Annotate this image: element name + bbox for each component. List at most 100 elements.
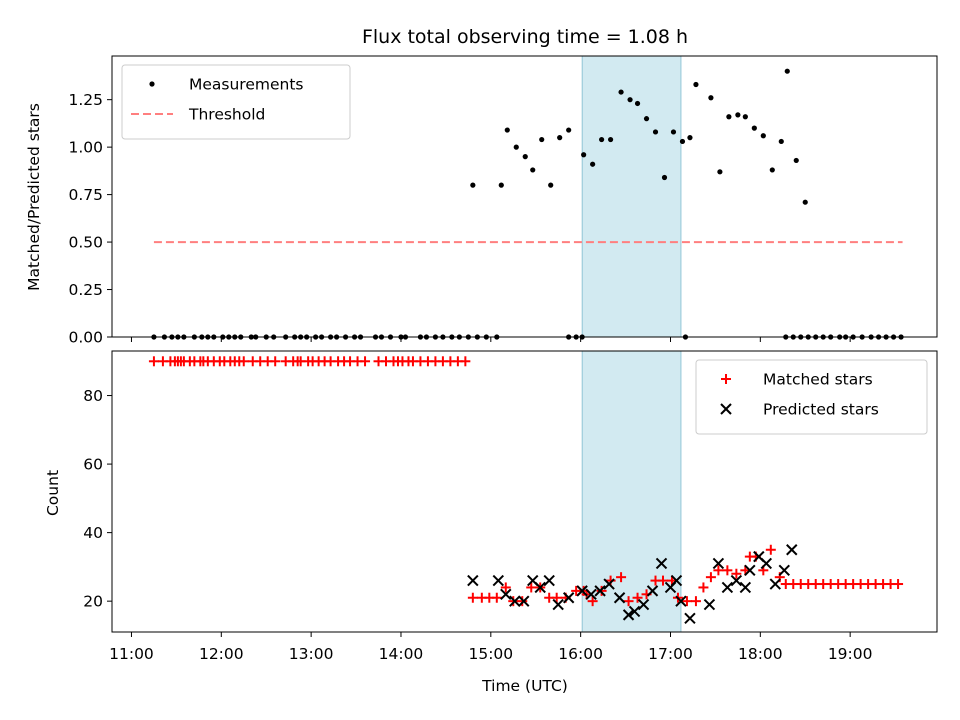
measurement-point [530, 167, 536, 173]
predicted-star-point [509, 595, 521, 607]
bottom-y-axis-label: Count [44, 470, 62, 516]
matched-star-point [623, 596, 634, 607]
measurement-point [557, 135, 563, 141]
x-b [675, 595, 687, 607]
matched-star-point [491, 592, 502, 603]
predicted-star-point [543, 574, 555, 587]
predicted-star-point [769, 578, 782, 590]
x-tick-label: 11:00 [109, 645, 154, 663]
x-tick-label: 18:00 [738, 645, 783, 663]
x-b [562, 592, 575, 604]
measurement-point [548, 182, 554, 188]
matched-star-point [551, 592, 562, 603]
predicted-star-point [778, 564, 790, 577]
axes-frame [111, 55, 938, 338]
x-b [703, 598, 716, 611]
x-b [739, 581, 752, 594]
predicted-star-point [552, 598, 564, 611]
matched-star-point [616, 572, 627, 583]
measurement-point [539, 136, 545, 143]
y-tick-label: 0.75 [68, 186, 103, 204]
matched-star-point [508, 596, 519, 607]
matched-star-point [690, 596, 701, 607]
measurement-point [708, 95, 714, 101]
predicted-star-point [675, 595, 687, 607]
predicted-star-point [594, 585, 606, 597]
x-b [500, 588, 512, 601]
x-b [594, 585, 606, 597]
x-b [534, 581, 546, 594]
measurement-point [522, 154, 528, 160]
predicted-star-point [744, 564, 756, 577]
x-b [613, 592, 626, 604]
predicted-star-point [670, 574, 683, 587]
legend: Measurements Threshold [121, 64, 351, 140]
x-b [744, 564, 756, 577]
predicted-star-point [576, 585, 588, 597]
predicted-star-point [760, 557, 773, 570]
measurement-point [742, 114, 748, 120]
predicted-star-point [684, 612, 696, 624]
measurement-point [634, 100, 641, 107]
measurement-point [735, 112, 741, 118]
legend-x-b [720, 403, 732, 415]
predicted-star-point [730, 574, 743, 587]
x-b [603, 578, 615, 590]
measurement-point [717, 169, 723, 175]
legend-dot-swatch [149, 81, 155, 87]
matched-star-point [467, 592, 478, 603]
predicted-star-point [703, 598, 716, 611]
measurement-point [778, 138, 784, 145]
matched-star-point [587, 596, 598, 607]
y-tick-label: 1.00 [68, 139, 103, 157]
measurement-point [661, 174, 668, 181]
x-b [760, 557, 773, 570]
x-tick-label: 15:00 [468, 645, 513, 663]
y-tick-label: 80 [83, 387, 103, 405]
predicted-star-point [534, 581, 546, 594]
matched-star-point [705, 572, 716, 583]
legend-label: Threshold [188, 106, 265, 124]
matched-star-point [270, 356, 281, 367]
matched-star-point [657, 575, 668, 586]
x-b [721, 581, 734, 594]
measurement-point [470, 182, 476, 188]
y-tick-label: 40 [83, 524, 103, 542]
axes-frame [111, 350, 938, 633]
legend-label: Measurements [189, 76, 304, 94]
x-tick-label: 14:00 [379, 645, 424, 663]
measurement-point [618, 89, 624, 95]
x-tick-label: 13:00 [289, 645, 334, 663]
matched-star-point [148, 356, 159, 367]
x-b [543, 574, 555, 587]
measurement-point [769, 167, 775, 173]
measurement-point [581, 152, 587, 158]
matched-star-point [460, 356, 471, 367]
legend-box [695, 359, 928, 435]
matched-star-point [632, 592, 643, 603]
top-panel: 0.00 0.25 0.50 0.75 1.00 1.25 Measurements Thre… [68, 55, 938, 347]
measurement-point [784, 68, 790, 74]
y-tick-label: 0.50 [68, 234, 103, 252]
y-tick-label: 20 [83, 593, 103, 611]
matched-star-point [731, 568, 742, 579]
x-b [684, 612, 696, 624]
x-b [637, 598, 650, 611]
measurement-point [670, 129, 677, 135]
measurement-point [504, 127, 510, 133]
measurement-point [679, 138, 686, 145]
x-axis-label: Time (UTC) [481, 677, 568, 695]
predicted-star-point [628, 605, 641, 618]
matched-star-point [360, 356, 371, 367]
measurement-point [513, 144, 519, 150]
chart-title: Flux total observing time = 1.08 h [362, 26, 688, 48]
x-b [786, 544, 798, 556]
predicted-star-point [721, 581, 734, 594]
matched-star-point [500, 582, 511, 593]
predicted-star-point [646, 585, 659, 597]
highlight-span [581, 55, 682, 338]
y-tick-label: 1.25 [68, 91, 103, 109]
matched-star-point [238, 356, 249, 367]
measurement-point [627, 97, 633, 103]
